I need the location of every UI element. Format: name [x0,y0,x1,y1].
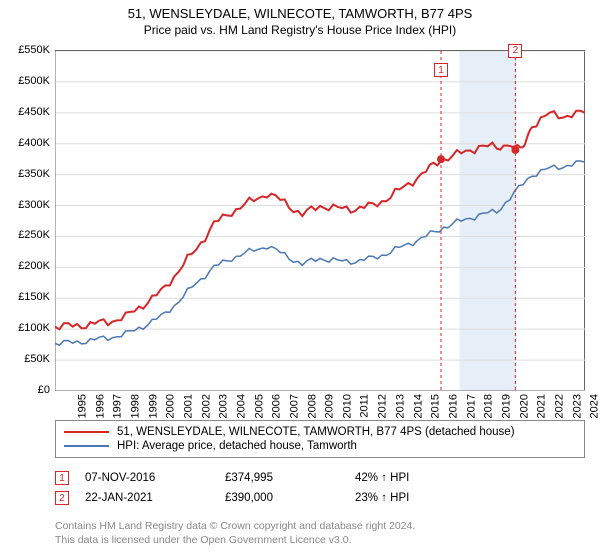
legend-label-hpi: HPI: Average price, detached house, Tamw… [117,440,357,452]
x-tick-label: 2003 [218,394,230,418]
x-tick-label: 2016 [447,394,459,418]
x-tick-label: 2006 [271,394,283,418]
x-tick-label: 2018 [483,394,495,418]
chart-title: 51, WENSLEYDALE, WILNECOTE, TAMWORTH, B7… [0,0,600,21]
sale-date-1: 07-NOV-2016 [85,472,225,484]
footer-line-1: Contains HM Land Registry data © Crown c… [55,520,585,534]
x-tick-label: 1996 [94,394,106,418]
footer-line-2: This data is licensed under the Open Gov… [55,534,585,548]
x-tick-label: 2014 [412,394,424,418]
sale-hpi-1: 42% ↑ HPI [355,472,475,484]
x-tick-label: 1997 [112,394,124,418]
x-tick-label: 2001 [182,394,194,418]
x-tick-label: 2011 [358,394,370,418]
legend: 51, WENSLEYDALE, WILNECOTE, TAMWORTH, B7… [55,420,585,458]
x-tick-label: 2004 [235,394,247,418]
sale-price-1: £374,995 [225,472,355,484]
sale-date-2: 22-JAN-2021 [85,492,225,504]
y-tick-label: £450K [0,106,50,118]
sale-marker-2: 2 [55,491,69,505]
sale-records: 1 07-NOV-2016 £374,995 42% ↑ HPI 2 22-JA… [55,468,585,508]
chart-sale-marker-2: 2 [508,44,522,58]
x-tick-label: 2005 [253,394,265,418]
legend-item-property: 51, WENSLEYDALE, WILNECOTE, TAMWORTH, B7… [64,425,576,439]
y-tick-label: £50K [0,353,50,365]
chart-plot-area [55,50,585,390]
x-tick-label: 2012 [377,394,389,418]
x-tick-label: 1999 [147,394,159,418]
x-tick-label: 2023 [571,394,583,418]
y-tick-label: £100K [0,322,50,334]
y-tick-label: £400K [0,137,50,149]
chart-sale-marker-1: 1 [434,63,448,77]
y-tick-label: £200K [0,260,50,272]
x-tick-label: 2009 [324,394,336,418]
y-tick-label: £150K [0,291,50,303]
sale-marker-1: 1 [55,471,69,485]
sale-record-2: 2 22-JAN-2021 £390,000 23% ↑ HPI [55,488,585,508]
sale-price-2: £390,000 [225,492,355,504]
sale-record-1: 1 07-NOV-2016 £374,995 42% ↑ HPI [55,468,585,488]
x-tick-label: 1998 [129,394,141,418]
x-tick-label: 2015 [430,394,442,418]
legend-item-hpi: HPI: Average price, detached house, Tamw… [64,439,576,453]
y-tick-label: £500K [0,75,50,87]
y-tick-label: £550K [0,44,50,56]
x-tick-label: 2010 [341,394,353,418]
x-tick-label: 2013 [394,394,406,418]
y-tick-label: £300K [0,199,50,211]
x-tick-label: 2008 [306,394,318,418]
x-tick-label: 2022 [553,394,565,418]
x-tick-label: 1995 [76,394,88,418]
x-tick-label: 2000 [165,394,177,418]
x-tick-label: 2002 [200,394,212,418]
legend-label-property: 51, WENSLEYDALE, WILNECOTE, TAMWORTH, B7… [117,426,515,438]
x-tick-label: 2017 [465,394,477,418]
y-tick-label: £0 [0,384,50,396]
chart-subtitle: Price paid vs. HM Land Registry's House … [0,21,600,37]
x-tick-label: 2021 [536,394,548,418]
x-tick-label: 2007 [288,394,300,418]
y-tick-label: £250K [0,229,50,241]
x-tick-label: 2020 [518,394,530,418]
footer-attribution: Contains HM Land Registry data © Crown c… [55,520,585,547]
x-tick-label: 2019 [500,394,512,418]
sale-hpi-2: 23% ↑ HPI [355,492,475,504]
x-tick-label: 2024 [589,394,600,418]
y-tick-label: £350K [0,168,50,180]
